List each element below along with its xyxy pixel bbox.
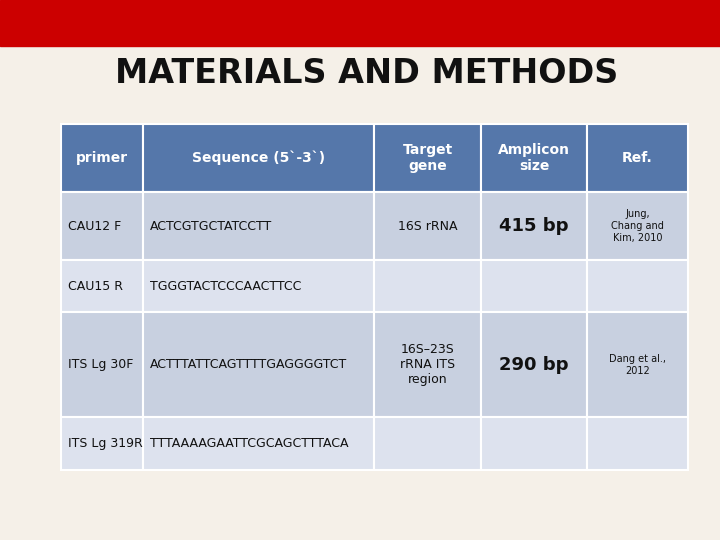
Bar (374, 313, 481, 417)
Bar (61, 124, 143, 192)
Text: 16S rRNA: 16S rRNA (398, 220, 457, 233)
Bar (588, 192, 688, 260)
Bar (588, 124, 688, 192)
Text: Sequence (5`-3`): Sequence (5`-3`) (192, 151, 325, 165)
Text: 16S–23S
rRNA ITS
region: 16S–23S rRNA ITS region (400, 343, 455, 387)
Bar (374, 260, 481, 313)
Text: CAU15 R: CAU15 R (68, 280, 123, 293)
Bar (588, 260, 688, 313)
Bar (481, 313, 588, 417)
Bar (588, 417, 688, 470)
Bar (61, 192, 143, 260)
Bar (143, 192, 374, 260)
Bar (143, 260, 374, 313)
Text: TGGGTACTCCCAACTTCC: TGGGTACTCCCAACTTCC (150, 280, 301, 293)
Text: 290 bp: 290 bp (500, 356, 569, 374)
Bar (481, 192, 588, 260)
Bar (588, 313, 688, 417)
Text: ITS Lg 319R: ITS Lg 319R (68, 437, 143, 450)
Bar (374, 192, 481, 260)
Text: CAU12 F: CAU12 F (68, 220, 122, 233)
Bar (0, 0, 720, 46)
Text: Jung,
Chang and
Kim, 2010: Jung, Chang and Kim, 2010 (611, 210, 664, 242)
Text: Dang et al.,
2012: Dang et al., 2012 (609, 354, 666, 376)
Bar (143, 124, 374, 192)
Text: Amplicon
size: Amplicon size (498, 143, 570, 173)
Text: Ref.: Ref. (622, 151, 653, 165)
Text: Target
gene: Target gene (402, 143, 453, 173)
Text: TTTAAAAGAATTCGCAGCTTTACA: TTTAAAAGAATTCGCAGCTTTACA (150, 437, 348, 450)
Text: ITS Lg 30F: ITS Lg 30F (68, 359, 134, 372)
Text: 415 bp: 415 bp (500, 217, 569, 235)
Bar (374, 417, 481, 470)
Text: ACTCGTGCTATCCTT: ACTCGTGCTATCCTT (150, 220, 272, 233)
Bar (374, 124, 481, 192)
Bar (61, 313, 143, 417)
Text: MATERIALS AND METHODS: MATERIALS AND METHODS (115, 57, 618, 90)
Bar (143, 417, 374, 470)
Bar (143, 313, 374, 417)
Bar (61, 260, 143, 313)
Text: ACTTTATTCAGTTTTGAGGGGTCT: ACTTTATTCAGTTTTGAGGGGTCT (150, 359, 347, 372)
Bar (481, 124, 588, 192)
Bar (481, 417, 588, 470)
Bar (61, 417, 143, 470)
Text: primer: primer (76, 151, 128, 165)
Bar (481, 260, 588, 313)
